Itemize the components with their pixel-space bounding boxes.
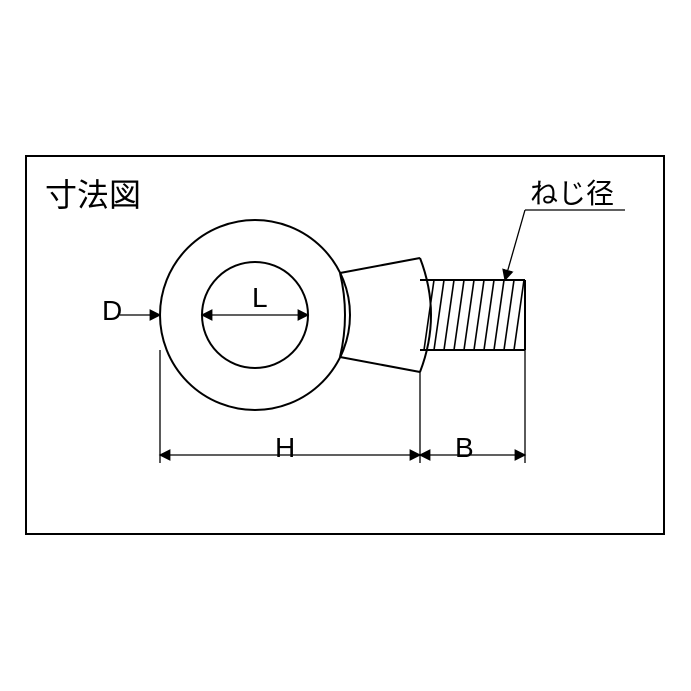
label-b: B [455, 432, 474, 464]
label-l: L [252, 282, 268, 314]
label-thread: ねじ径 [530, 172, 614, 212]
technical-drawing [25, 155, 665, 535]
diagram-container: 寸法図 D L H B ねじ径 [0, 0, 691, 691]
label-h: H [275, 432, 295, 464]
label-d: D [102, 295, 122, 327]
